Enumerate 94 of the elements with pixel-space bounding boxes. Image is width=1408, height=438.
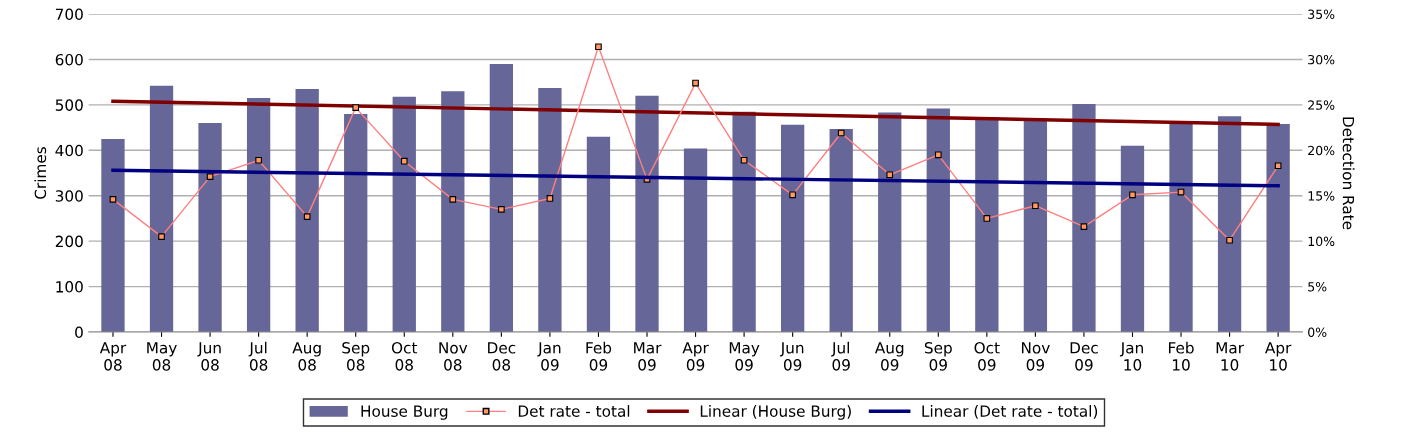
y-tick-label: 700 <box>55 8 83 21</box>
bar <box>246 98 271 332</box>
bar <box>1266 123 1290 332</box>
y2-axis-title: Detection Rate <box>1342 117 1355 230</box>
y2-tick-label: 30% <box>1308 54 1335 65</box>
bar <box>683 148 708 332</box>
x-tick-label: Jun 08 <box>197 342 221 371</box>
point <box>1274 162 1282 170</box>
point <box>983 215 991 222</box>
legend-label: Linear (Det rate - total) <box>922 405 1098 419</box>
bar <box>198 123 222 332</box>
x-tick-label: Apr 08 <box>99 342 127 371</box>
y-tick-label: 600 <box>55 53 83 66</box>
point <box>595 43 602 51</box>
x-tick-label: Oct 08 <box>391 342 418 371</box>
point <box>158 233 165 240</box>
point <box>837 129 845 137</box>
bar <box>392 96 416 332</box>
bar <box>926 108 950 332</box>
point <box>1226 236 1233 244</box>
y2-tick-label: 5% <box>1308 282 1327 292</box>
point <box>789 191 796 199</box>
y-tick-label: 0 <box>75 326 83 339</box>
x-tick-label: Jun 09 <box>779 342 804 371</box>
bar <box>1023 118 1048 332</box>
x-tick-label: Mar 09 <box>634 342 662 371</box>
bar <box>1072 103 1096 332</box>
x-tick-label: Nov 08 <box>439 342 468 371</box>
bar <box>829 128 853 332</box>
bar <box>878 112 902 332</box>
bar <box>149 85 174 332</box>
x-tick-label: May 09 <box>729 342 760 371</box>
point <box>400 157 408 165</box>
x-tick-label: Jan 10 <box>1119 342 1143 371</box>
legend-label: Linear (House Burg) <box>700 405 851 420</box>
x-tick-label: Jan 09 <box>537 342 561 371</box>
y-tick-label: 300 <box>55 190 83 202</box>
x-tick-label: Feb 09 <box>586 341 612 371</box>
bar <box>1217 116 1242 332</box>
bar <box>489 63 514 332</box>
legend-label: House Burg <box>361 405 448 420</box>
y2-tick-label: 0% <box>1308 327 1327 337</box>
y2-tick-label: 35% <box>1308 9 1335 19</box>
x-tick-label: Oct 09 <box>974 342 1000 371</box>
point <box>1032 202 1039 210</box>
y2-tick-label: 10% <box>1308 236 1335 247</box>
bar <box>101 138 125 332</box>
y2-tick-label: 15% <box>1308 191 1335 201</box>
point <box>255 156 262 164</box>
bar <box>295 88 319 332</box>
y-tick-label: 400 <box>55 144 83 157</box>
bar <box>344 113 368 332</box>
point <box>449 196 457 203</box>
x-tick-label: Aug 09 <box>874 342 904 371</box>
y-tick-label: 100 <box>56 281 83 293</box>
point <box>109 196 117 203</box>
y2-tick-label: 20% <box>1308 145 1335 156</box>
point <box>352 104 360 111</box>
x-tick-label: Jul 09 <box>831 341 850 371</box>
x-tick-label: Dec 08 <box>488 342 516 371</box>
x-tick-label: Apr 10 <box>1265 342 1292 371</box>
y-tick-label: 200 <box>55 235 83 248</box>
point <box>206 173 214 180</box>
y-tick-label: 500 <box>55 99 83 111</box>
point <box>886 171 894 179</box>
y-axis-title: Crimes <box>34 147 47 199</box>
x-tick-label: Aug 08 <box>292 342 321 371</box>
x-tick-label: Dec 09 <box>1070 342 1098 371</box>
x-tick-label: Apr 09 <box>682 342 709 371</box>
x-tick-label: Jul 08 <box>248 341 268 371</box>
point <box>498 206 505 213</box>
x-tick-label: Sep 08 <box>342 342 370 371</box>
bar <box>781 124 805 332</box>
point <box>546 195 554 202</box>
bar <box>538 88 562 332</box>
bar <box>975 117 999 332</box>
point <box>1080 223 1088 230</box>
bar <box>441 91 465 332</box>
point <box>692 79 699 87</box>
point <box>740 156 748 164</box>
x-tick-label: May 08 <box>147 342 177 371</box>
point <box>1129 191 1136 199</box>
bar <box>635 95 659 332</box>
bar <box>1169 123 1193 332</box>
x-tick-label: Mar 10 <box>1216 342 1244 371</box>
point <box>303 213 311 220</box>
bar <box>1120 145 1145 332</box>
x-tick-label: Nov 09 <box>1021 342 1050 371</box>
x-tick-label: Sep 09 <box>924 342 952 371</box>
point <box>934 151 942 159</box>
legend-label: Det rate - total <box>518 405 630 417</box>
bar <box>586 136 611 332</box>
x-tick-label: Feb 10 <box>1169 341 1194 371</box>
y2-tick-label: 25% <box>1308 100 1335 110</box>
